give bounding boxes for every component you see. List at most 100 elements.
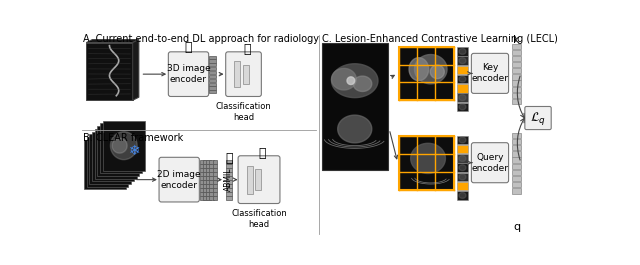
Bar [513, 74, 521, 80]
Bar [206, 188, 211, 192]
Bar [458, 47, 467, 56]
Bar [97, 126, 140, 176]
Text: C. Lesion-Enhanced Contrastive Learning (LECL): C. Lesion-Enhanced Contrastive Learning … [322, 34, 557, 44]
Bar [209, 180, 214, 184]
Bar [458, 191, 467, 200]
Polygon shape [104, 146, 119, 161]
Bar [513, 99, 521, 104]
Polygon shape [111, 132, 137, 160]
Bar [209, 188, 214, 192]
Bar [513, 170, 521, 175]
Bar [399, 136, 454, 190]
FancyBboxPatch shape [472, 53, 509, 93]
Bar [227, 172, 232, 176]
Bar [513, 43, 521, 49]
Bar [513, 182, 521, 187]
Bar [513, 151, 521, 157]
Bar [206, 168, 211, 172]
Bar [204, 188, 208, 192]
Bar [100, 123, 142, 173]
Bar [458, 103, 467, 111]
Bar [255, 169, 261, 190]
Polygon shape [459, 174, 466, 180]
Bar [200, 192, 205, 196]
Bar [209, 164, 214, 168]
Bar [227, 180, 232, 184]
Bar [212, 184, 217, 188]
Polygon shape [92, 151, 118, 179]
Bar [209, 168, 214, 172]
Bar [206, 172, 211, 176]
Text: Classification
head: Classification head [216, 102, 271, 122]
Bar [209, 172, 214, 176]
Text: q: q [513, 222, 520, 232]
Polygon shape [94, 148, 121, 176]
Bar [209, 176, 214, 180]
Polygon shape [132, 39, 139, 100]
Bar [513, 68, 521, 73]
Bar [200, 164, 205, 168]
Polygon shape [459, 95, 466, 101]
Bar [458, 66, 467, 74]
Bar [322, 43, 388, 170]
Bar [204, 192, 208, 196]
Bar [458, 164, 467, 172]
Bar [204, 196, 208, 200]
Bar [399, 47, 454, 100]
Text: 🔥: 🔥 [185, 41, 192, 55]
Bar [513, 62, 521, 67]
Bar [458, 84, 467, 93]
Bar [209, 71, 216, 74]
Bar [204, 176, 208, 180]
Polygon shape [96, 154, 111, 169]
Polygon shape [99, 152, 113, 167]
Polygon shape [108, 134, 134, 162]
Bar [209, 86, 216, 90]
Bar [206, 180, 211, 184]
Polygon shape [459, 165, 466, 171]
Bar [513, 81, 521, 86]
Bar [209, 63, 216, 67]
Bar [513, 157, 521, 163]
Polygon shape [411, 143, 445, 174]
Bar [204, 184, 208, 188]
Polygon shape [105, 137, 132, 165]
Bar [513, 56, 521, 61]
Polygon shape [107, 144, 122, 158]
Bar [206, 164, 211, 168]
Bar [246, 166, 253, 194]
Bar [209, 196, 214, 200]
Bar [206, 192, 211, 196]
Text: 🔥: 🔥 [259, 147, 266, 160]
Text: Query
encoder: Query encoder [472, 153, 508, 173]
Bar [209, 82, 216, 86]
Bar [200, 180, 205, 184]
Polygon shape [338, 115, 372, 143]
Bar [206, 176, 211, 180]
Polygon shape [100, 143, 126, 170]
Bar [513, 188, 521, 193]
Bar [212, 164, 217, 168]
Bar [200, 176, 205, 180]
Bar [227, 164, 232, 168]
Text: 3D image
encoder: 3D image encoder [166, 64, 211, 84]
FancyBboxPatch shape [238, 156, 280, 204]
FancyBboxPatch shape [525, 107, 551, 130]
Polygon shape [430, 65, 444, 79]
Bar [513, 93, 521, 98]
Bar [227, 196, 232, 200]
Bar [513, 164, 521, 169]
Bar [458, 145, 467, 153]
Bar [204, 164, 208, 168]
Bar [212, 160, 217, 164]
Polygon shape [459, 192, 466, 198]
Polygon shape [112, 138, 127, 153]
Bar [212, 192, 217, 196]
Bar [86, 137, 129, 187]
Bar [200, 160, 205, 164]
Polygon shape [102, 140, 129, 168]
Bar [86, 43, 132, 100]
Polygon shape [353, 76, 372, 91]
FancyBboxPatch shape [168, 52, 209, 96]
Bar [204, 160, 208, 164]
